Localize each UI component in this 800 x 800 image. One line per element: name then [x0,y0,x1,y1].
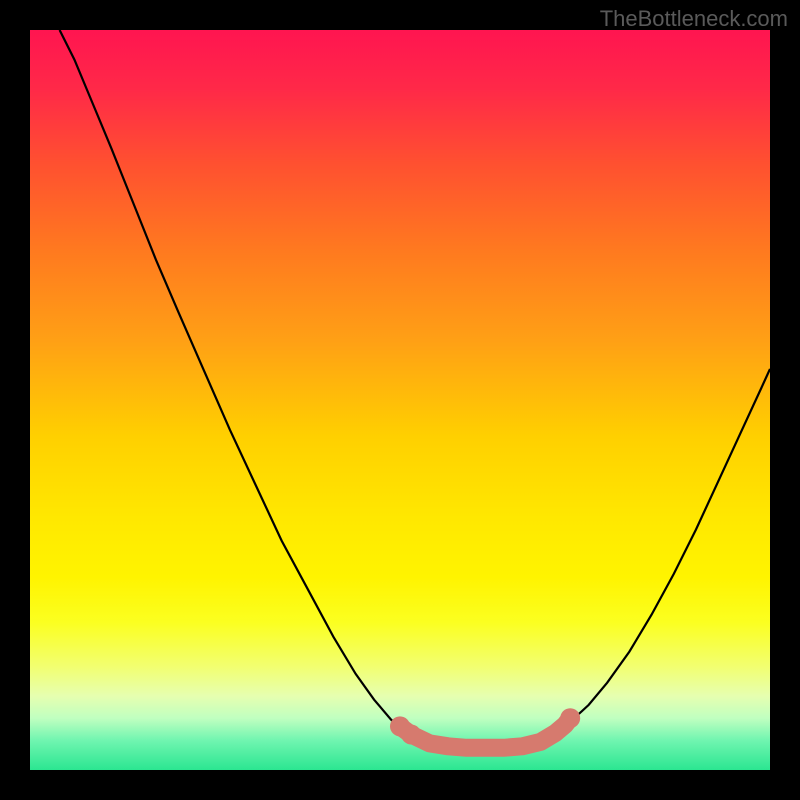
watermark-text: TheBottleneck.com [600,6,788,32]
chart-background [30,30,770,770]
bottleneck-chart [30,30,770,770]
chart-svg [30,30,770,770]
